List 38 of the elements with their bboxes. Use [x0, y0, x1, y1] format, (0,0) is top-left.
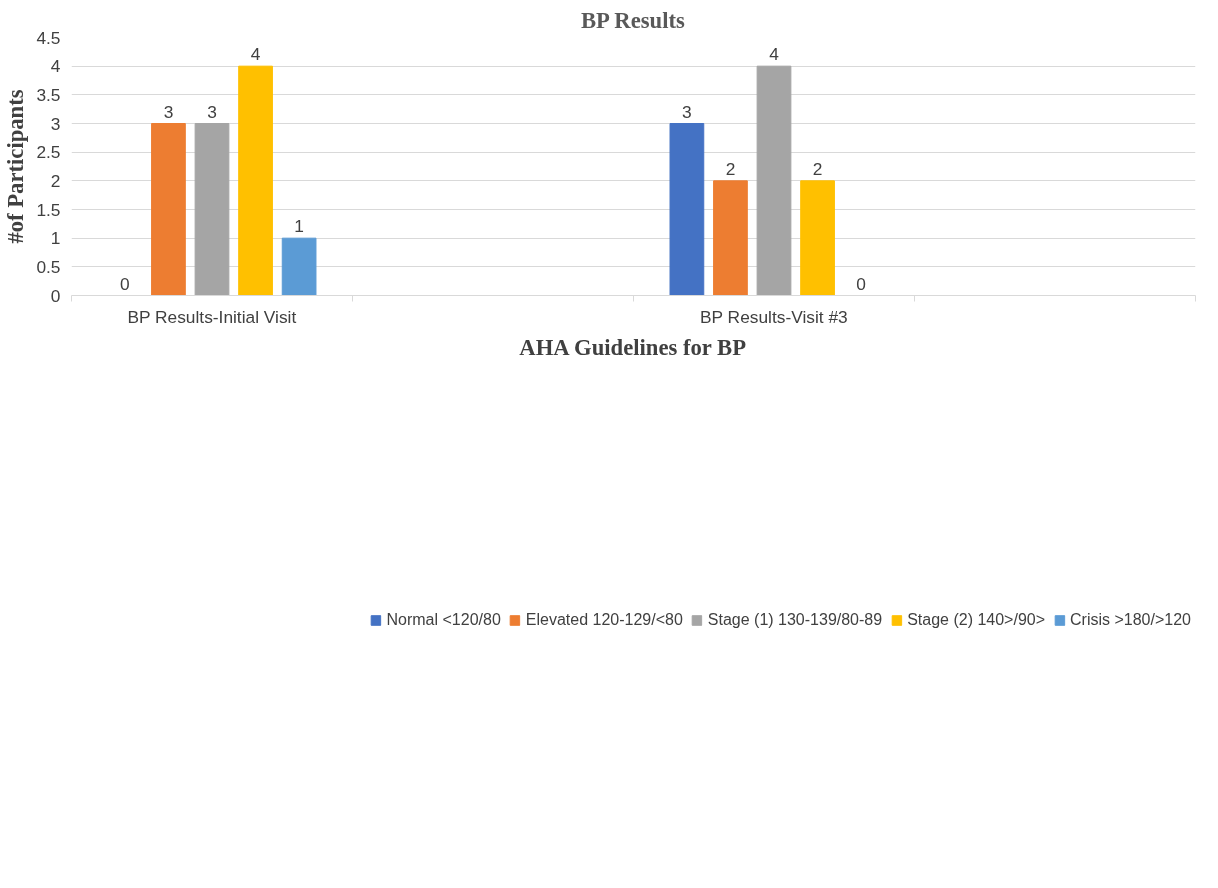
data-label: 0 — [120, 273, 130, 294]
legend-label: Stage (2) 140>/90> — [907, 611, 1046, 629]
legend-label: Elevated 120-129/<80 — [525, 611, 683, 629]
data-label: 2 — [725, 158, 736, 179]
bar — [281, 237, 317, 296]
data-label: 3 — [163, 101, 174, 122]
x-tick-label: BP Results-Visit #3 — [700, 306, 848, 327]
bar — [238, 65, 273, 296]
y-tick-label: 4.5 — [36, 27, 61, 48]
data-label: 3 — [682, 101, 692, 122]
bar — [151, 123, 186, 296]
data-label: 0 — [856, 273, 866, 294]
data-label: 4 — [769, 44, 780, 65]
y-tick-label: 0.5 — [36, 256, 61, 277]
bar — [800, 180, 835, 296]
legend-label: Stage (1) 130-139/80-89 — [707, 611, 883, 629]
bar — [669, 123, 705, 296]
y-tick-label: 3 — [50, 113, 61, 134]
legend-label: Normal <120/80 — [386, 611, 501, 629]
y-tick-label: 3.5 — [36, 84, 61, 105]
bar — [194, 123, 230, 296]
bar — [756, 65, 792, 296]
bar — [713, 180, 748, 296]
y-tick-label: 2.5 — [36, 142, 61, 163]
x-tick-label: BP Results-Initial Visit — [127, 306, 297, 327]
chart-title: BP Results — [580, 7, 685, 33]
y-tick-label: 4 — [50, 56, 61, 77]
data-label: 4 — [250, 44, 261, 65]
y-tick-label: 1 — [50, 228, 61, 249]
data-label: 1 — [294, 216, 304, 237]
y-axis-title: #of Participants — [3, 89, 29, 244]
y-tick-label: 2 — [50, 170, 61, 191]
legend-label: Crisis >180/>120 — [1070, 611, 1191, 629]
y-tick-label: 1.5 — [36, 199, 61, 220]
data-label: 2 — [812, 158, 823, 179]
data-label: 3 — [207, 101, 217, 122]
y-tick-label: 0 — [50, 285, 61, 306]
x-axis-title: AHA Guidelines for BP — [519, 334, 747, 360]
